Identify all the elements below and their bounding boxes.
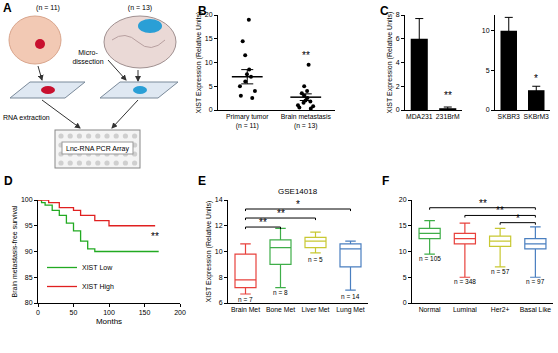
svg-text:n = 105: n = 105 (419, 255, 441, 262)
svg-text:12: 12 (215, 222, 223, 229)
svg-text:80: 80 (25, 299, 33, 306)
svg-text:n = 14: n = 14 (341, 293, 360, 300)
svg-text:XIST Expression (Relative Unit: XIST Expression (Relative Units) (205, 201, 213, 303)
svg-text:XIST Expression (Relative Unit: XIST Expression (Relative Units) (386, 12, 394, 114)
svg-text:**: ** (151, 231, 159, 242)
svg-text:Brain metastasis-free survival: Brain metastasis-free survival (11, 205, 18, 297)
svg-text:Brain Met: Brain Met (231, 306, 260, 313)
svg-text:**: ** (277, 208, 285, 219)
svg-text:(n = 11): (n = 11) (36, 4, 60, 12)
svg-text:n = 348: n = 348 (454, 278, 476, 285)
svg-text:Her2+: Her2+ (491, 306, 510, 313)
svg-text:SKBR3: SKBR3 (498, 113, 521, 120)
svg-text:14: 14 (215, 196, 223, 203)
svg-text:100: 100 (103, 309, 115, 316)
svg-text:Lnc-RNA PCR Array: Lnc-RNA PCR Array (66, 145, 130, 153)
svg-text:MDA231: MDA231 (406, 113, 433, 120)
svg-text:RNA extraction: RNA extraction (3, 114, 50, 121)
svg-text:200: 200 (174, 309, 186, 316)
svg-text:Months: Months (96, 317, 122, 326)
svg-text:231BrM: 231BrM (436, 113, 460, 120)
svg-text:Micro-: Micro- (78, 49, 98, 56)
svg-text:2: 2 (396, 83, 400, 90)
svg-text:XIST Low: XIST Low (82, 264, 113, 271)
svg-text:5: 5 (486, 67, 490, 74)
svg-text:*: * (296, 199, 300, 210)
svg-text:6: 6 (219, 299, 223, 306)
svg-text:50: 50 (70, 309, 78, 316)
svg-text:XIST Expression (Relative Unit: XIST Expression (Relative Units) (195, 12, 203, 114)
svg-text:20: 20 (205, 11, 213, 18)
svg-text:0: 0 (396, 106, 400, 113)
svg-text:Lung Met: Lung Met (336, 306, 364, 314)
svg-text:150: 150 (139, 309, 151, 316)
svg-text:*: * (516, 213, 520, 224)
svg-text:10: 10 (482, 27, 490, 34)
svg-text:5: 5 (403, 274, 407, 281)
svg-text:Liver Met: Liver Met (302, 306, 330, 313)
svg-text:n = 57: n = 57 (491, 268, 510, 275)
svg-text:B: B (198, 4, 207, 18)
svg-text:n = 97: n = 97 (526, 278, 545, 285)
svg-text:(n = 13): (n = 13) (128, 4, 152, 12)
svg-text:0: 0 (36, 309, 40, 316)
svg-text:Brain metastasis(n = 13): Brain metastasis(n = 13) (281, 113, 332, 130)
svg-text:n = 8: n = 8 (273, 289, 288, 296)
svg-text:A: A (3, 1, 12, 15)
svg-text:0: 0 (209, 106, 213, 113)
svg-text:Normal: Normal (419, 306, 441, 313)
svg-text:90: 90 (25, 248, 33, 255)
svg-text:*: * (534, 73, 538, 84)
svg-text:10: 10 (215, 248, 223, 255)
svg-text:Luminal: Luminal (453, 306, 477, 313)
svg-text:D: D (4, 174, 13, 188)
svg-text:15: 15 (205, 35, 213, 42)
svg-text:20: 20 (399, 196, 407, 203)
svg-text:C: C (380, 4, 389, 18)
svg-text:100: 100 (21, 196, 33, 203)
svg-text:5: 5 (209, 83, 213, 90)
svg-text:GSE14018: GSE14018 (278, 187, 318, 196)
svg-text:F: F (382, 174, 389, 188)
svg-text:**: ** (444, 90, 452, 101)
svg-text:**: ** (479, 198, 487, 209)
svg-text:15: 15 (399, 222, 407, 229)
svg-text:SKBrM3: SKBrM3 (524, 113, 550, 120)
svg-text:6: 6 (396, 35, 400, 42)
svg-text:85: 85 (25, 274, 33, 281)
svg-text:10: 10 (205, 59, 213, 66)
svg-text:n = 7: n = 7 (238, 296, 253, 303)
svg-text:Basal Like: Basal Like (520, 306, 552, 313)
svg-text:dissection: dissection (72, 58, 103, 65)
svg-text:0: 0 (486, 106, 490, 113)
svg-text:**: ** (302, 50, 310, 61)
svg-text:Bone Met: Bone Met (266, 306, 295, 313)
svg-text:XIST High: XIST High (82, 283, 114, 291)
svg-text:E: E (198, 174, 206, 188)
svg-text:8: 8 (396, 11, 400, 18)
svg-text:Primary tumor(n = 11): Primary tumor(n = 11) (226, 113, 269, 130)
svg-text:10: 10 (399, 248, 407, 255)
svg-text:0: 0 (403, 299, 407, 306)
svg-text:4: 4 (396, 59, 400, 66)
svg-text:n = 5: n = 5 (308, 256, 323, 263)
svg-text:**: ** (259, 217, 267, 228)
svg-text:8: 8 (219, 274, 223, 281)
svg-text:**: ** (496, 205, 504, 216)
svg-text:95: 95 (25, 222, 33, 229)
